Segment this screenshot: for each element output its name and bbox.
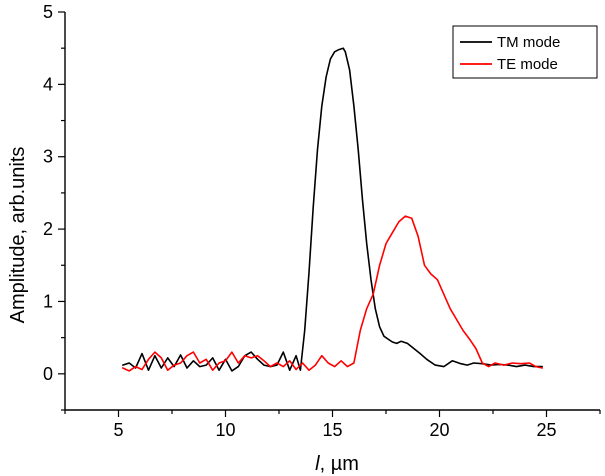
y-tick-label: 1 [43, 291, 53, 311]
x-axis-label-variable: l [315, 453, 320, 475]
x-tick-label: 25 [536, 420, 556, 440]
y-tick-label: 0 [43, 364, 53, 384]
x-tick-label: 20 [429, 420, 449, 440]
x-tick-label: 5 [113, 420, 123, 440]
y-tick-label: 3 [43, 147, 53, 167]
legend-label-te: TE mode [497, 56, 558, 73]
x-tick-label: 10 [215, 420, 235, 440]
legend-box [452, 25, 598, 79]
y-tick-label: 5 [43, 2, 53, 22]
x-axis-label: l, µm [315, 453, 359, 475]
series-line-tm-mode [122, 47, 544, 372]
legend: TM mode TE mode [452, 25, 598, 79]
x-tick-label: 15 [322, 420, 342, 440]
y-axis-label: Amplitude, arb.units [7, 147, 29, 324]
y-tick-label: 2 [43, 219, 53, 239]
plot-series-group [122, 47, 544, 372]
legend-label-tm: TM mode [497, 34, 560, 51]
ticks-group: 5 10 15 20 25 0 1 2 3 4 5 [43, 2, 601, 440]
y-tick-label: 4 [43, 74, 53, 94]
series-line-te-mode [122, 215, 544, 372]
x-axis-label-unit: , µm [320, 453, 359, 475]
